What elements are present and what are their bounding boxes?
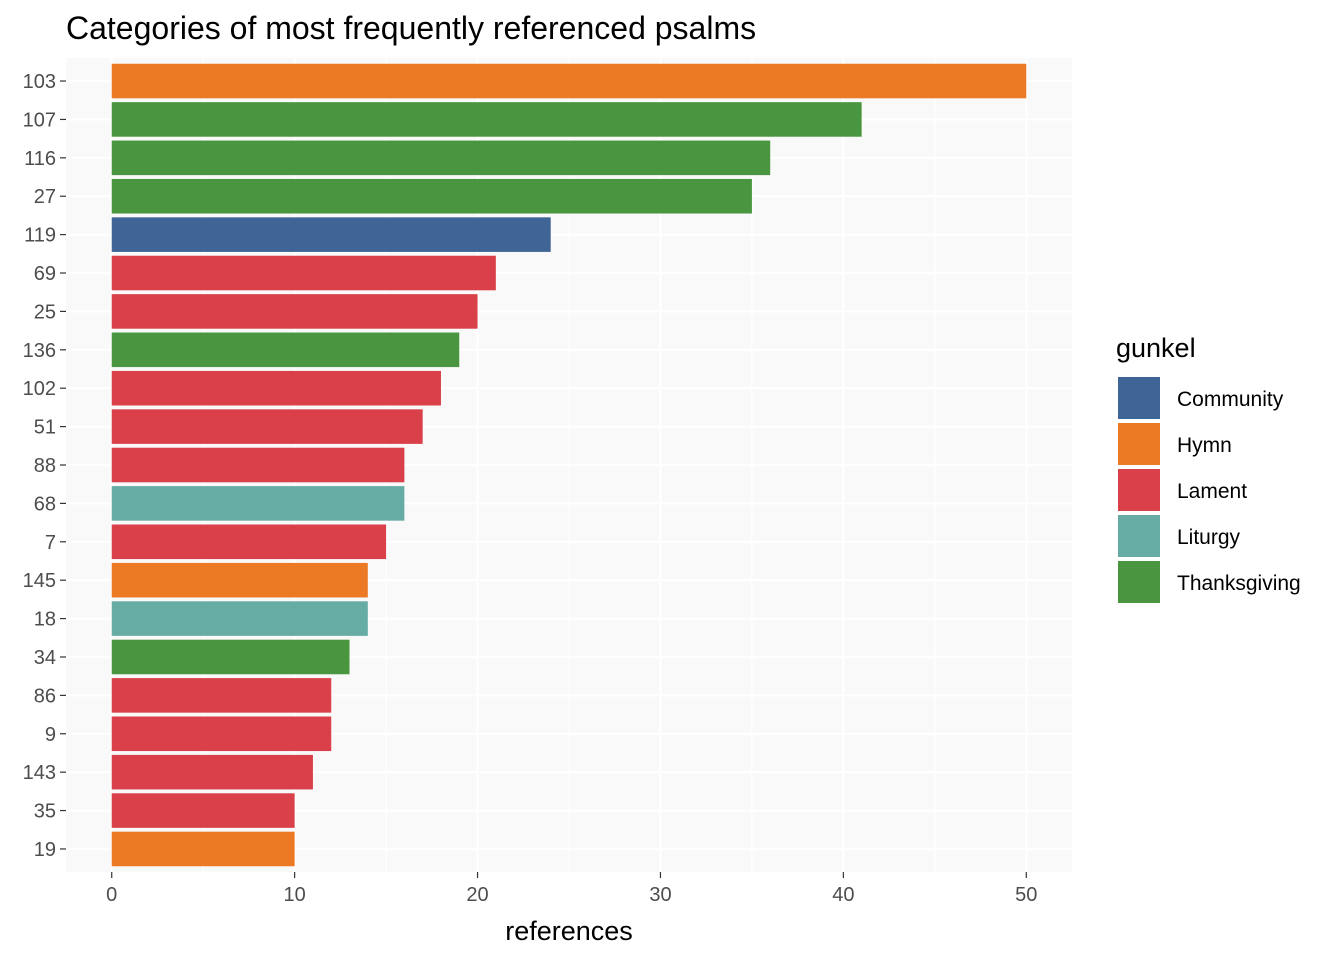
- y-tick-label: 86: [34, 685, 56, 707]
- y-tick-label: 34: [34, 647, 56, 669]
- y-tick-label: 9: [45, 724, 56, 746]
- legend-title: gunkel: [1116, 333, 1196, 363]
- y-tick-label: 51: [34, 417, 56, 439]
- legend-label-thanksgiving: Thanksgiving: [1177, 572, 1301, 595]
- legend-label-lament: Lament: [1177, 480, 1247, 503]
- x-tick-label: 30: [649, 884, 671, 906]
- y-tick-label: 27: [34, 186, 56, 208]
- bar-psalm-103: [111, 63, 1027, 99]
- bar-psalm-9: [111, 716, 332, 752]
- y-tick-label: 88: [34, 455, 56, 477]
- bar-psalm-143: [111, 754, 313, 790]
- y-tick-label: 68: [34, 493, 56, 515]
- x-axis: 0 10 20 30 40 50: [106, 872, 1037, 906]
- bar-psalm-136: [111, 332, 460, 368]
- y-tick-label: 69: [34, 263, 56, 285]
- y-axis: 103 107 116 27 119 69 25 136 102 51 88 68 7 145 18 34 86…: [23, 71, 66, 861]
- bar-psalm-25: [111, 294, 478, 329]
- bar-psalm-88: [111, 447, 405, 483]
- bar-psalm-86: [111, 678, 332, 713]
- y-tick-label: 136: [23, 340, 56, 362]
- bar-psalm-18: [111, 601, 368, 636]
- bar-psalm-34: [111, 639, 350, 675]
- y-tick-label: 145: [23, 570, 56, 592]
- x-tick-label: 40: [832, 884, 854, 906]
- y-tick-label: 143: [23, 762, 56, 784]
- x-axis-title: references: [505, 916, 633, 946]
- legend-key-lament: [1118, 469, 1160, 511]
- y-tick-label: 25: [34, 301, 56, 323]
- bar-psalm-68: [111, 486, 405, 521]
- y-tick-label: 119: [24, 225, 56, 247]
- y-tick-label: 7: [45, 532, 56, 554]
- bar-psalm-145: [111, 562, 368, 598]
- legend-items: Community Hymn Lament Liturgy Thanksgiving: [1118, 377, 1301, 603]
- bars: [111, 63, 1027, 867]
- x-tick-label: 10: [284, 884, 306, 906]
- legend-label-hymn: Hymn: [1177, 434, 1232, 457]
- y-tick-label: 19: [34, 839, 56, 861]
- chart-title: Categories of most frequently referenced…: [66, 10, 756, 46]
- bar-psalm-69: [111, 255, 496, 291]
- bar-psalm-27: [111, 178, 752, 214]
- bar-psalm-51: [111, 409, 423, 444]
- x-tick-label: 0: [106, 884, 117, 906]
- x-tick-label: 20: [466, 884, 488, 906]
- bar-psalm-116: [111, 140, 771, 176]
- legend: gunkel Community Hymn Lament Liturgy Thanksg…: [1116, 333, 1301, 603]
- legend-key-liturgy: [1118, 515, 1160, 557]
- bar-psalm-19: [111, 831, 295, 867]
- y-tick-label: 107: [23, 109, 56, 131]
- bar-psalm-7: [111, 524, 387, 560]
- legend-key-thanksgiving: [1118, 561, 1160, 603]
- bar-psalm-102: [111, 370, 441, 406]
- y-tick-label: 103: [23, 71, 56, 93]
- bar-psalm-35: [111, 793, 295, 828]
- bar-psalm-119: [111, 217, 551, 252]
- y-tick-label: 35: [34, 801, 56, 823]
- legend-label-liturgy: Liturgy: [1177, 526, 1241, 549]
- x-tick-label: 50: [1015, 884, 1037, 906]
- legend-key-hymn: [1118, 423, 1160, 465]
- legend-label-community: Community: [1177, 388, 1284, 411]
- bar-psalm-107: [111, 102, 862, 137]
- y-tick-label: 116: [24, 148, 56, 170]
- legend-key-community: [1118, 377, 1160, 419]
- y-tick-label: 102: [23, 378, 56, 400]
- y-tick-label: 18: [34, 609, 56, 631]
